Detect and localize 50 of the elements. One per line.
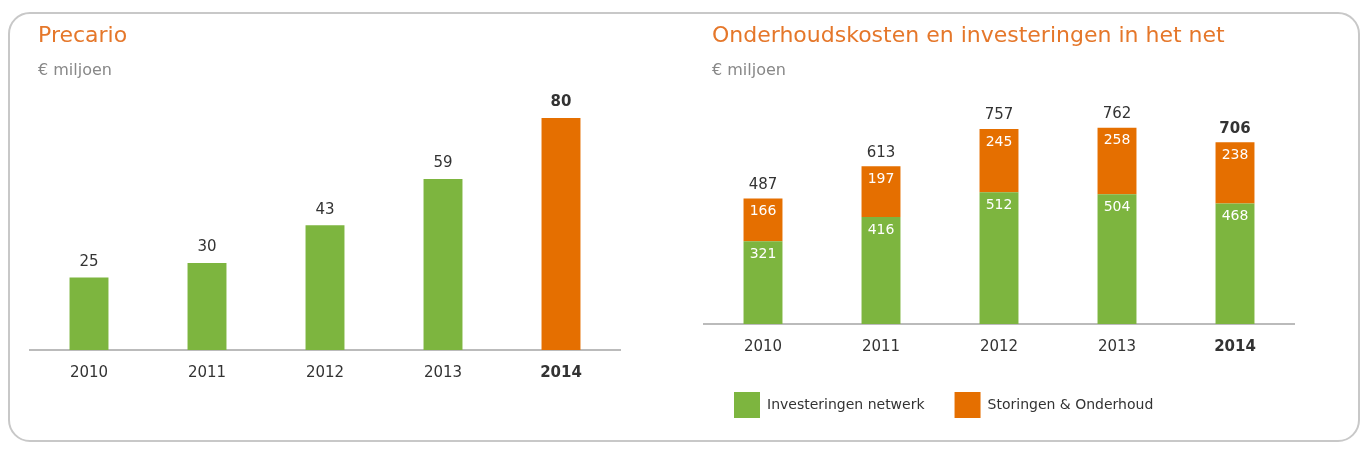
data-label: 25 — [79, 251, 99, 270]
chart-title: Onderhoudskosten en investeringen in het net — [712, 22, 1225, 47]
x-tick-label: 2012 — [305, 362, 345, 381]
x-tick-label: 2012 — [979, 336, 1019, 355]
bar — [305, 225, 345, 350]
chart-subtitle: € miljoen — [712, 60, 786, 79]
bar — [69, 277, 109, 350]
x-tick-label: 2013 — [423, 362, 463, 381]
x-tick-label: 2013 — [1097, 336, 1137, 355]
bar — [1097, 194, 1137, 324]
bar — [979, 192, 1019, 324]
x-tick-label: 2011 — [187, 362, 227, 381]
x-tick-label: 2010 — [743, 336, 783, 355]
x-tick-label: 2014 — [1214, 336, 1256, 355]
data-label: 504 — [1103, 197, 1131, 214]
chart-title: Precario — [38, 22, 128, 47]
x-tick-label: 2011 — [861, 336, 901, 355]
x-tick-label: 2014 — [540, 362, 582, 381]
bar — [979, 129, 1019, 193]
bar — [1215, 203, 1255, 324]
data-label: 43 — [315, 199, 335, 218]
data-label: 321 — [749, 244, 777, 261]
data-label: 166 — [749, 202, 777, 219]
total-label: 613 — [866, 142, 896, 161]
bar — [187, 263, 227, 350]
bar — [743, 241, 783, 324]
legend-label: Investeringen netwerk — [767, 395, 926, 412]
legend-label: Storingen & Onderhoud — [987, 395, 1154, 412]
total-label: 706 — [1219, 118, 1251, 137]
data-label: 258 — [1103, 131, 1131, 148]
data-label: 238 — [1221, 145, 1249, 162]
total-label: 762 — [1102, 104, 1132, 123]
data-label: 245 — [985, 132, 1013, 149]
bar — [861, 166, 901, 217]
data-label: 512 — [985, 195, 1013, 212]
total-label: 757 — [984, 105, 1014, 124]
chart-subtitle: € miljoen — [38, 60, 112, 79]
bar — [1215, 142, 1255, 204]
bar — [541, 118, 581, 350]
data-label: 468 — [1221, 207, 1249, 224]
data-label: 30 — [197, 237, 217, 256]
data-label: 59 — [433, 153, 453, 172]
data-label: 80 — [550, 92, 572, 111]
total-label: 487 — [748, 174, 778, 193]
bar — [861, 216, 901, 324]
data-label: 197 — [867, 169, 895, 186]
bar — [1097, 127, 1137, 195]
bar — [423, 178, 463, 350]
data-label: 416 — [867, 220, 895, 237]
x-tick-label: 2010 — [69, 362, 109, 381]
